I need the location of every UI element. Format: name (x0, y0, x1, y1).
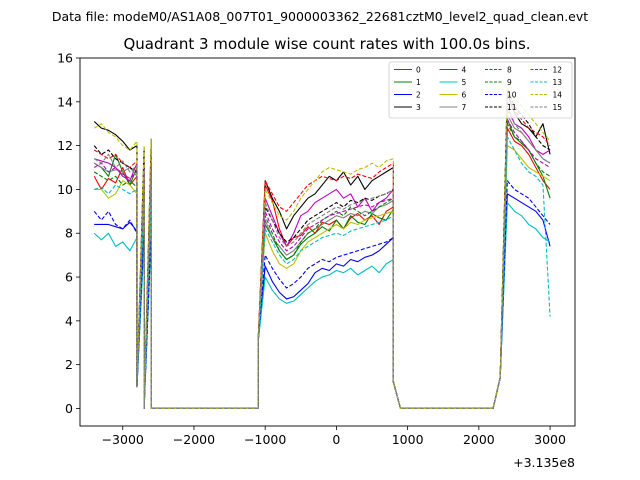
legend-label-9: 9 (507, 78, 512, 87)
y-tick-label: 12 (57, 138, 73, 153)
legend-label-10: 10 (507, 90, 517, 99)
legend-label-1: 1 (416, 78, 421, 87)
figure-suptitle: Data file: modeM0/AS1A08_007T01_90000033… (52, 9, 588, 24)
legend-label-5: 5 (462, 78, 467, 87)
legend-label-0: 0 (416, 65, 421, 74)
legend-label-7: 7 (462, 103, 467, 112)
legend-label-8: 8 (507, 65, 512, 74)
y-tick-label: 2 (65, 357, 73, 372)
y-tick-label: 16 (57, 51, 73, 66)
x-tick-label: 2000 (463, 432, 495, 447)
legend-label-3: 3 (416, 103, 421, 112)
axes-frame (79, 57, 576, 427)
x-tick-label: −3000 (102, 432, 144, 447)
x-tick-label: 0 (332, 432, 340, 447)
y-tick-label: 14 (57, 94, 73, 109)
legend-box (388, 61, 573, 119)
chart-title: Quadrant 3 module wise count rates with … (123, 35, 530, 53)
y-axis: 0 2 4 6 8 10 12 14 16 (57, 51, 80, 416)
y-tick-label: 10 (57, 182, 73, 197)
x-tick-label: 1000 (392, 432, 424, 447)
series-line-13 (94, 136, 551, 410)
legend-label-6: 6 (462, 90, 467, 99)
x-tick-label: −1000 (244, 432, 286, 447)
x-axis: −3000 −2000 −1000 0 1000 2000 3000 (102, 426, 566, 447)
y-tick-label: 0 (65, 401, 73, 416)
y-tick-label: 8 (65, 226, 73, 241)
legend-label-13: 13 (553, 78, 563, 87)
y-tick-label: 4 (65, 313, 73, 328)
x-tick-label: −2000 (173, 432, 215, 447)
legend-label-12: 12 (553, 65, 563, 74)
series-lines (93, 83, 551, 410)
legend-label-2: 2 (416, 90, 421, 99)
plot-area: −3000 −2000 −1000 0 1000 2000 3000 02468101214… (57, 51, 576, 470)
x-offset-label: +3.135e8 (513, 455, 575, 470)
series-line-15 (93, 110, 551, 410)
legend-label-11: 11 (507, 103, 517, 112)
y-tick-label: 6 (65, 270, 73, 285)
legend-label-4: 4 (462, 65, 467, 74)
x-tick-label: 3000 (534, 432, 566, 447)
legend-label-14: 14 (553, 90, 563, 99)
legend-label-15: 15 (553, 103, 563, 112)
